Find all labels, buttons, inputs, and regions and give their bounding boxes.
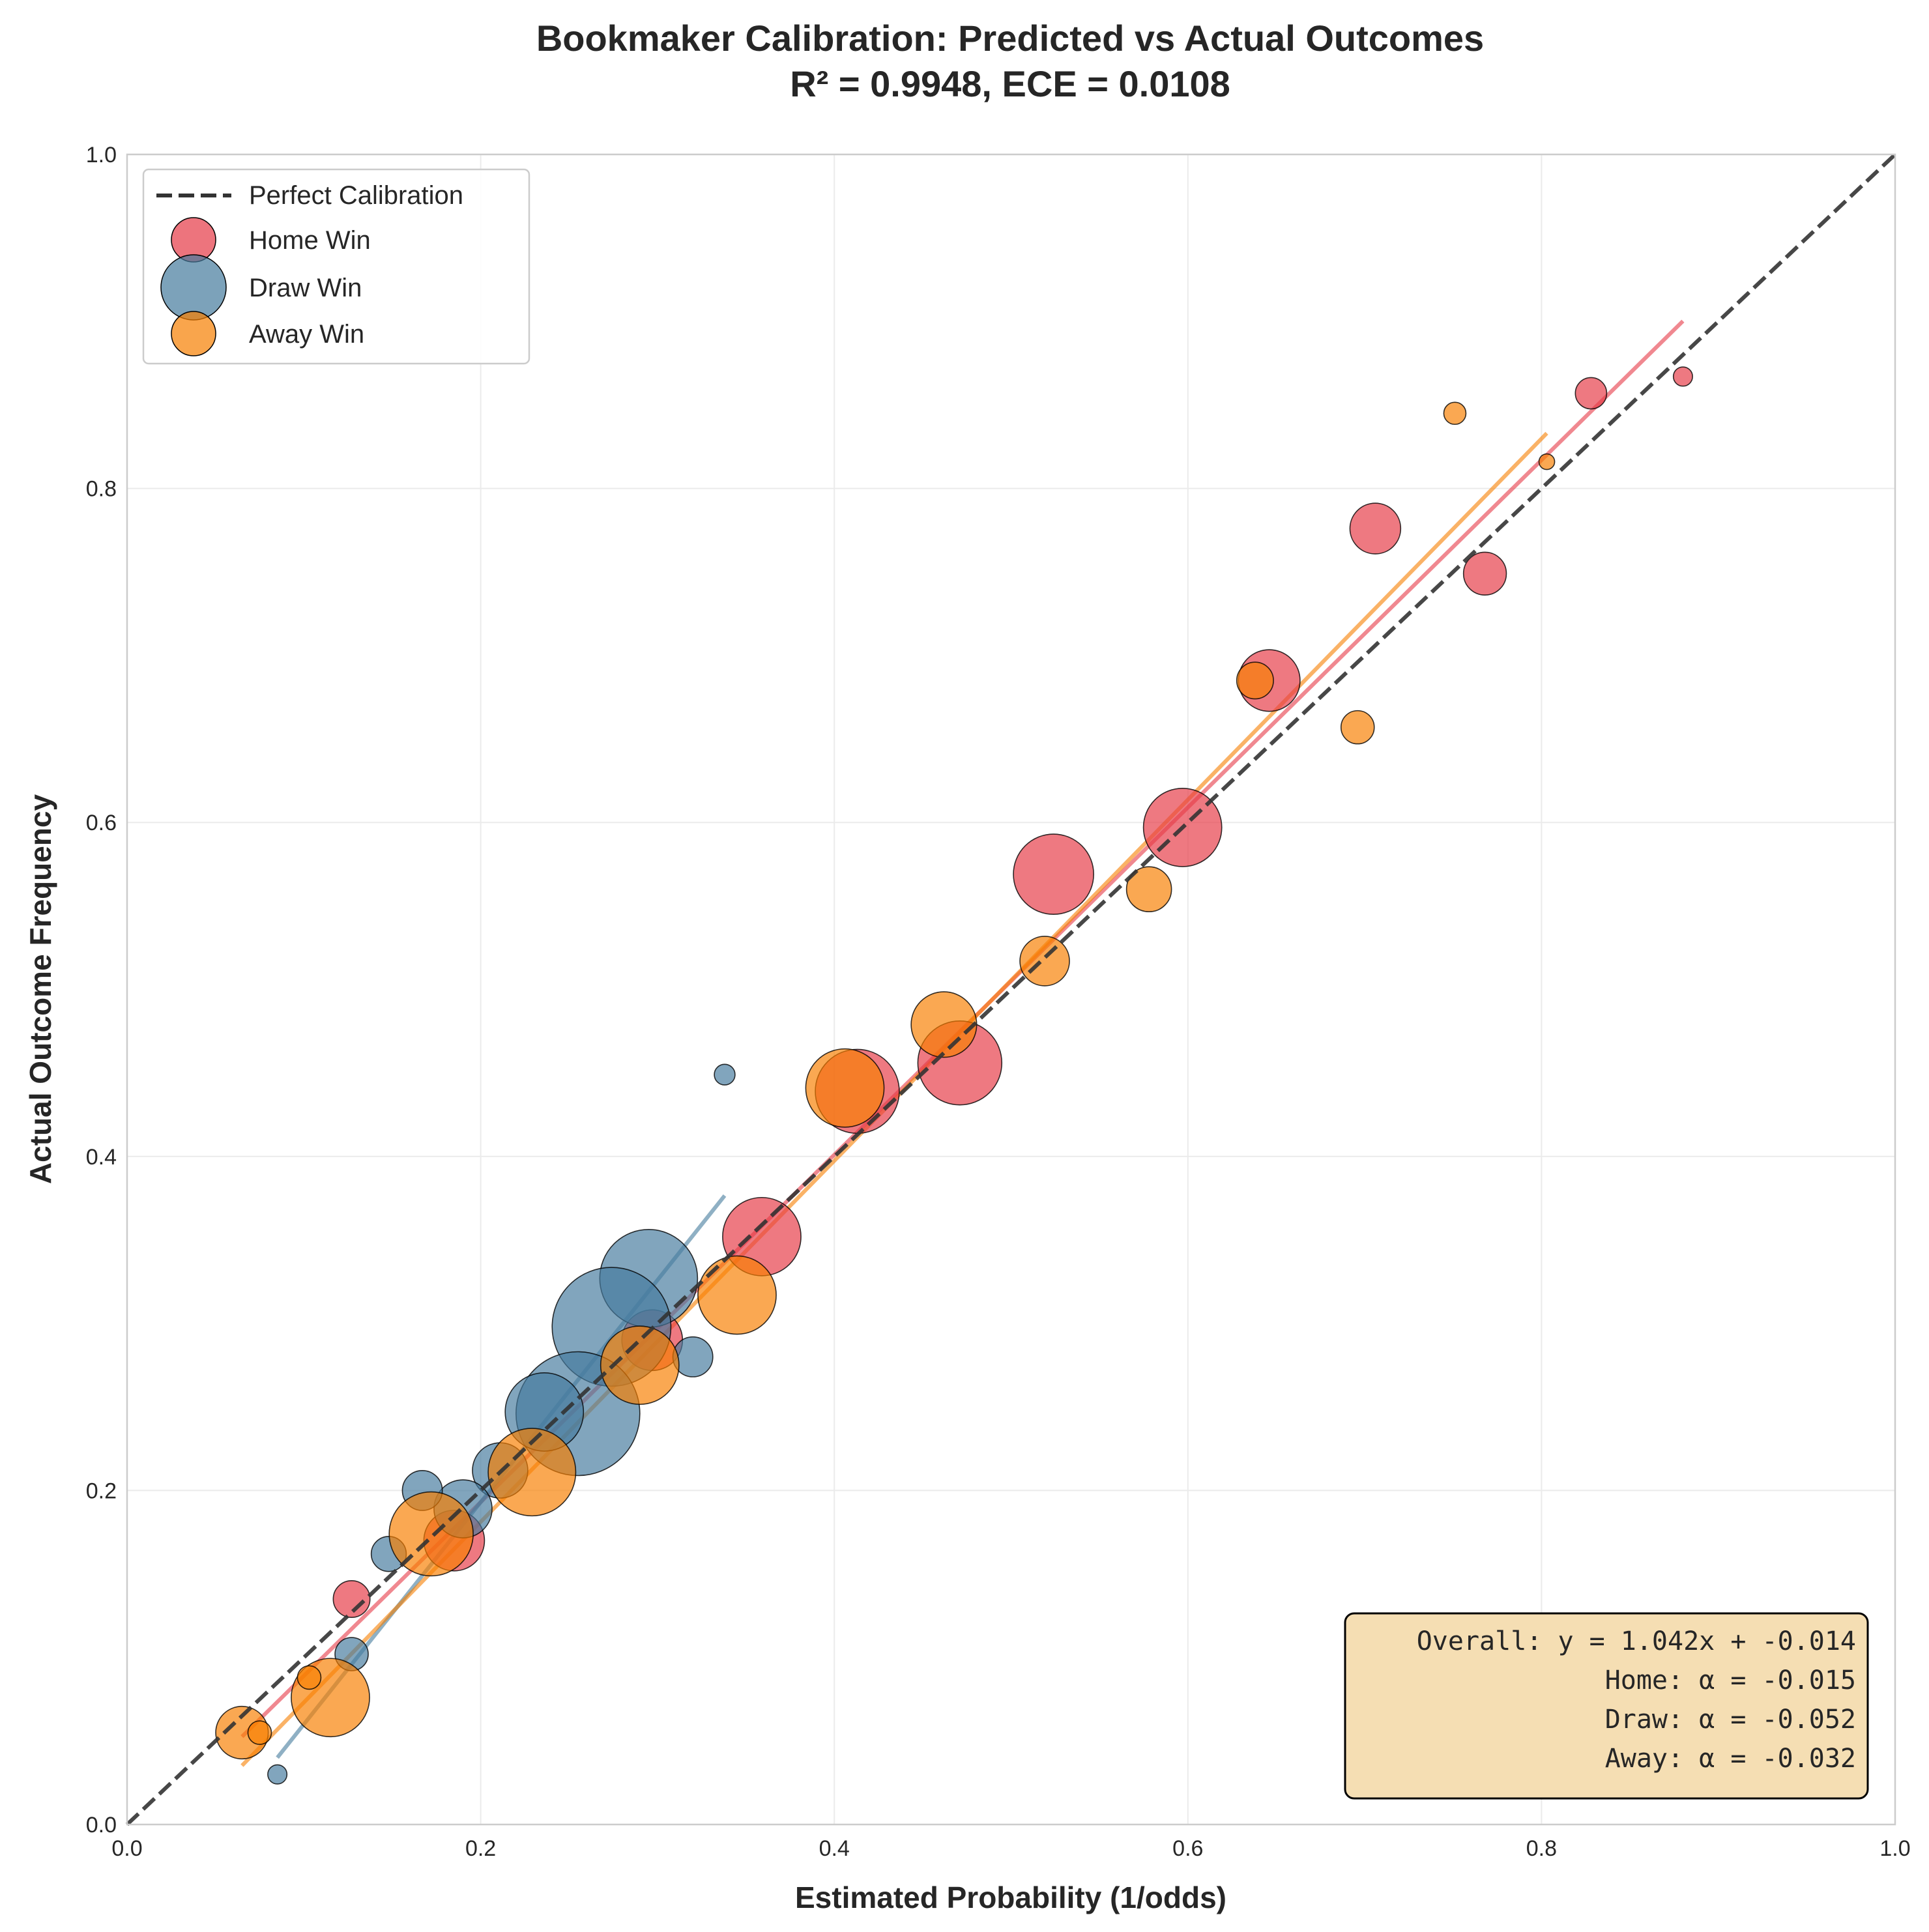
point-away	[487, 1428, 577, 1517]
annotation-line-overall: Overall: y = 1.042x + -0.014	[1417, 1626, 1856, 1656]
point-away	[1125, 866, 1172, 913]
point-away	[1340, 710, 1375, 745]
x-tick-label: 1.0	[1879, 1836, 1910, 1861]
point-away	[297, 1665, 322, 1690]
point-away	[600, 1325, 680, 1406]
annotation-line-home: Home: α = -0.015	[1605, 1665, 1856, 1695]
legend-label-away: Away Win	[249, 320, 364, 349]
legend-label-reference: Perfect Calibration	[249, 181, 463, 210]
x-tick-label: 0.0	[111, 1836, 142, 1861]
tick-labels: 0.0 0.2 0.4 0.6 0.8 1.0 0.0 0.2 0.4 0.6 0.8 1.0	[86, 143, 1911, 1861]
point-away	[1019, 936, 1070, 987]
legend-label-draw: Draw Win	[249, 274, 362, 302]
y-tick-label: 1.0	[86, 143, 117, 167]
x-axis-label: Estimated Probability (1/odds)	[795, 1881, 1226, 1914]
point-home	[1672, 366, 1693, 387]
scatter-points	[215, 366, 1693, 1785]
perfect-calibration-line	[125, 152, 1897, 1826]
point-away	[1443, 401, 1467, 425]
x-tick-label: 0.2	[465, 1836, 496, 1861]
point-draw	[267, 1764, 288, 1785]
point-home	[332, 1580, 371, 1618]
legend-marker-draw	[160, 254, 227, 321]
annotation-line-draw: Draw: α = -0.052	[1605, 1705, 1856, 1735]
point-home	[1349, 502, 1402, 555]
point-away	[805, 1048, 885, 1128]
y-tick-label: 0.8	[86, 477, 117, 502]
plot-frame	[126, 153, 1896, 1826]
legend: Perfect Calibration Home Win Draw Win Aw…	[142, 168, 530, 365]
point-away	[910, 991, 978, 1058]
chart-subtitle: R² = 0.9948, ECE = 0.0108	[790, 63, 1230, 104]
point-home	[1462, 551, 1507, 596]
x-tick-label: 0.4	[819, 1836, 850, 1861]
point-away	[697, 1255, 777, 1335]
y-tick-label: 0.0	[86, 1813, 117, 1838]
point-home	[1574, 377, 1608, 410]
point-draw	[714, 1063, 736, 1086]
legend-label-home: Home Win	[249, 226, 371, 255]
y-axis-label: Actual Outcome Frequency	[23, 794, 57, 1185]
point-away	[1538, 453, 1556, 470]
annotation-box: Overall: y = 1.042x + -0.014 Home: α = -…	[1344, 1612, 1869, 1800]
point-home	[1013, 833, 1094, 916]
point-away	[1236, 661, 1274, 700]
x-tick-label: 0.6	[1172, 1836, 1203, 1861]
chart-title: Bookmaker Calibration: Predicted vs Actu…	[536, 18, 1484, 59]
y-tick-label: 0.4	[86, 1145, 117, 1170]
y-tick-label: 0.6	[86, 811, 117, 835]
x-tick-label: 0.8	[1526, 1836, 1557, 1861]
y-tick-label: 0.2	[86, 1478, 117, 1503]
legend-marker-away	[171, 311, 216, 356]
point-away	[247, 1720, 272, 1745]
annotation-line-away: Away: α = -0.032	[1605, 1744, 1856, 1774]
